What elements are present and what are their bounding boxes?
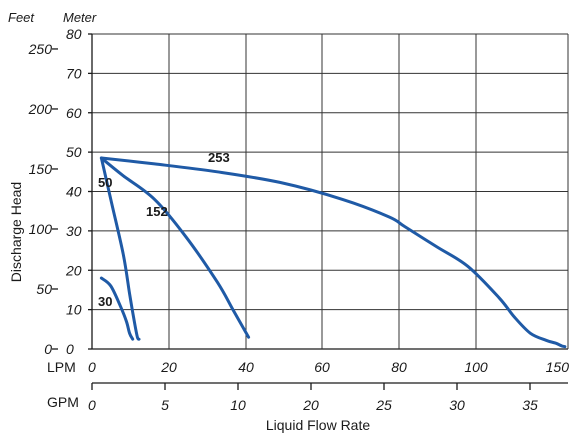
curve-30: [99, 276, 135, 341]
meter-tick-label: 40: [66, 184, 82, 200]
lpm-tick-label: 80: [391, 359, 407, 375]
feet-tick-label: 100: [29, 221, 53, 237]
meter-unit-label: Meter: [63, 10, 97, 25]
lpm-tick-label: 60: [314, 359, 330, 375]
curve-253: [99, 156, 567, 349]
feet-tick-label: 150: [29, 161, 53, 177]
meter-tick-label: 30: [66, 223, 82, 239]
gpm-tick-marks: [91, 383, 531, 390]
lpm-tick-labels: 0 20 40 60 80 100 150: [88, 359, 569, 375]
gpm-axis-label: GPM: [47, 394, 79, 410]
feet-unit-label: Feet: [8, 10, 35, 25]
lpm-tick-label: 150: [546, 359, 570, 375]
meter-tick-label: 10: [66, 302, 82, 318]
feet-tick-label: 200: [28, 101, 53, 117]
lpm-tick-label: 0: [88, 359, 96, 375]
meter-tick-label: 50: [66, 144, 82, 160]
curve-152: [99, 156, 251, 339]
feet-tick-label: 250: [28, 41, 53, 57]
grid: [91, 33, 569, 350]
curve-labels: 253 152 50 30: [98, 150, 230, 309]
meter-tick-label: 70: [66, 65, 82, 81]
lpm-tick-label: 100: [464, 359, 488, 375]
feet-tick-label: 50: [36, 281, 52, 297]
gpm-tick-label: 10: [230, 397, 246, 413]
pump-curves: [99, 156, 567, 349]
lpm-axis-label: LPM: [47, 359, 76, 375]
lpm-tick-label: 20: [160, 359, 177, 375]
curve-label-50: 50: [98, 175, 112, 190]
curve-50: [99, 156, 141, 341]
meter-tick-labels: 0 10 20 30 40 50 60 70 80: [65, 26, 92, 357]
gpm-tick-label: 35: [522, 397, 538, 413]
x-axis-label: Liquid Flow Rate: [266, 417, 370, 433]
gpm-tick-labels: 0 5 10 20 25 30 35: [88, 397, 538, 413]
meter-tick-label: 20: [65, 262, 82, 278]
curve-label-152: 152: [146, 204, 168, 219]
lpm-tick-label: 40: [238, 359, 254, 375]
meter-tick-label: 60: [66, 105, 82, 121]
y-axis-label: Discharge Head: [8, 182, 24, 282]
gpm-tick-label: 25: [375, 397, 392, 413]
curve-label-253: 253: [208, 150, 230, 165]
feet-tick-labels: 0 50 100 150 200 250: [28, 41, 58, 357]
gpm-tick-label: 5: [161, 397, 169, 413]
curve-label-30: 30: [98, 294, 112, 309]
meter-tick-label: 80: [66, 26, 82, 42]
gpm-tick-label: 20: [302, 397, 319, 413]
feet-tick-label: 0: [44, 341, 52, 357]
meter-tick-label: 0: [66, 341, 74, 357]
gpm-tick-label: 30: [449, 397, 465, 413]
gpm-tick-label: 0: [88, 397, 96, 413]
